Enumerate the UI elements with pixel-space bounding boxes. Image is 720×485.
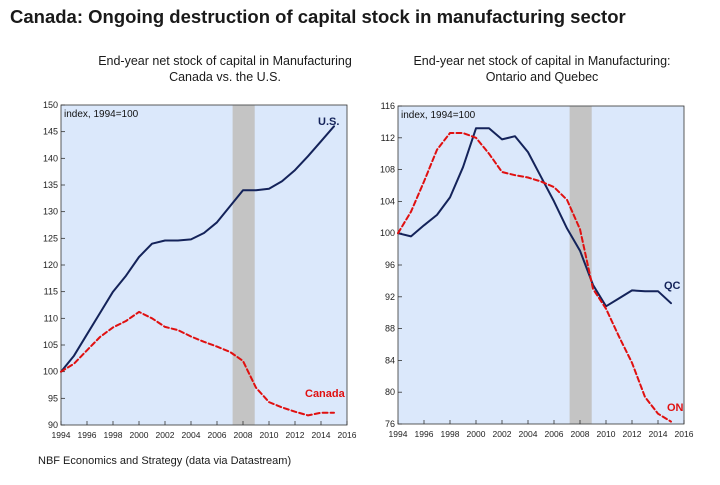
left-y-tick-label: 115 xyxy=(44,287,58,297)
left-series-label-us: U.S. xyxy=(318,116,339,128)
right-x-tick-label: 2012 xyxy=(623,429,642,439)
page-title: Canada: Ongoing destruction of capital s… xyxy=(10,6,626,27)
right-chart-title-line1: End-year net stock of capital in Manufac… xyxy=(413,54,671,68)
right-chart-title-line2: Ontario and Quebec xyxy=(485,70,599,84)
right-x-tick-label: 2002 xyxy=(493,429,512,439)
left-y-tick-label: 150 xyxy=(43,100,58,110)
left-plot-area xyxy=(60,104,348,426)
left-x-tick-label: 2008 xyxy=(234,430,253,440)
right-y-tick-label: 92 xyxy=(385,292,395,302)
left-x-tick-label: 2012 xyxy=(286,430,305,440)
left-x-tick-label: 2000 xyxy=(130,430,149,440)
left-x-tick-label: 1994 xyxy=(52,430,71,440)
right-x-tick-label: 1998 xyxy=(441,429,460,439)
right-x-tick-label: 1994 xyxy=(389,429,408,439)
left-series-line-us xyxy=(60,125,335,373)
right-y-tick-label: 80 xyxy=(385,387,395,397)
right-x-tick-label: 2008 xyxy=(571,429,590,439)
right-y-tick-label: 116 xyxy=(381,101,395,111)
right-chart-title: End-year net stock of capital in Manufac… xyxy=(372,53,712,85)
right-y-tick-label: 104 xyxy=(380,196,395,206)
left-series-label-canada: Canada xyxy=(305,388,346,400)
left-x-tick-label: 1998 xyxy=(104,430,123,440)
left-series-line-canada xyxy=(60,310,335,417)
right-x-tick-label: 2000 xyxy=(467,429,486,439)
right-y-tick-label: 100 xyxy=(380,228,395,238)
right-y-tick-label: 108 xyxy=(380,165,395,175)
left-y-tick-label: 125 xyxy=(43,233,58,243)
left-chart: 90 95 100 105 110 115 120 125 130 135 140 145 150 199… xyxy=(43,100,357,440)
left-y-axis-label: index, 1994=100 xyxy=(64,109,139,120)
left-x-tick-label: 2016 xyxy=(338,430,357,440)
left-y-tick-label: 130 xyxy=(43,207,58,217)
right-y-tick-label: 76 xyxy=(385,419,395,429)
left-y-tick-label: 105 xyxy=(43,340,58,350)
right-y-tick-label: 96 xyxy=(385,260,395,270)
left-chart-title: End-year net stock of capital in Manufac… xyxy=(40,53,410,85)
left-chart-title-line2: Canada vs. the U.S. xyxy=(169,70,281,84)
right-chart: 76 80 84 88 92 96 100 104 108 112 116 1994 1996 1998 2… xyxy=(380,101,694,439)
left-y-tick-label: 100 xyxy=(43,367,58,377)
left-chart-title-line1: End-year net stock of capital in Manufac… xyxy=(98,54,352,68)
left-y-tick-label: 145 xyxy=(43,127,58,137)
right-x-tick-label: 1996 xyxy=(415,429,434,439)
left-recession-band xyxy=(232,105,255,425)
right-recession-band xyxy=(569,106,592,424)
left-x-tick-label: 2006 xyxy=(208,430,227,440)
left-y-tick-label: 95 xyxy=(48,393,58,403)
left-x-tick-label: 1996 xyxy=(78,430,97,440)
right-x-tick-label: 2010 xyxy=(597,429,616,439)
right-series-line-qc xyxy=(397,127,672,308)
right-y-tick-label: 112 xyxy=(381,133,395,143)
right-x-tick-label: 2006 xyxy=(545,429,564,439)
right-series-line-on xyxy=(397,132,672,423)
right-x-tick-label: 2016 xyxy=(675,429,694,439)
right-series-label-on: ON xyxy=(667,402,684,414)
left-y-tick-label: 110 xyxy=(44,313,58,323)
left-x-tick-label: 2010 xyxy=(260,430,279,440)
left-x-tick-label: 2014 xyxy=(312,430,331,440)
right-series-label-qc: QC xyxy=(664,280,681,292)
source-note: NBF Economics and Strategy (data via Dat… xyxy=(38,455,292,467)
left-x-tick-label: 2002 xyxy=(156,430,175,440)
left-y-tick-label: 120 xyxy=(43,260,58,270)
right-plot-area xyxy=(397,105,685,425)
left-y-tick-label: 90 xyxy=(48,420,58,430)
left-y-tick-label: 140 xyxy=(43,153,58,163)
right-x-tick-label: 2004 xyxy=(519,429,538,439)
left-y-tick-label: 135 xyxy=(43,180,58,190)
right-y-tick-label: 88 xyxy=(385,324,395,334)
left-x-tick-label: 2004 xyxy=(182,430,201,440)
right-x-tick-label: 2014 xyxy=(649,429,668,439)
right-y-tick-label: 84 xyxy=(385,355,395,365)
right-y-axis-label: index, 1994=100 xyxy=(401,110,476,121)
